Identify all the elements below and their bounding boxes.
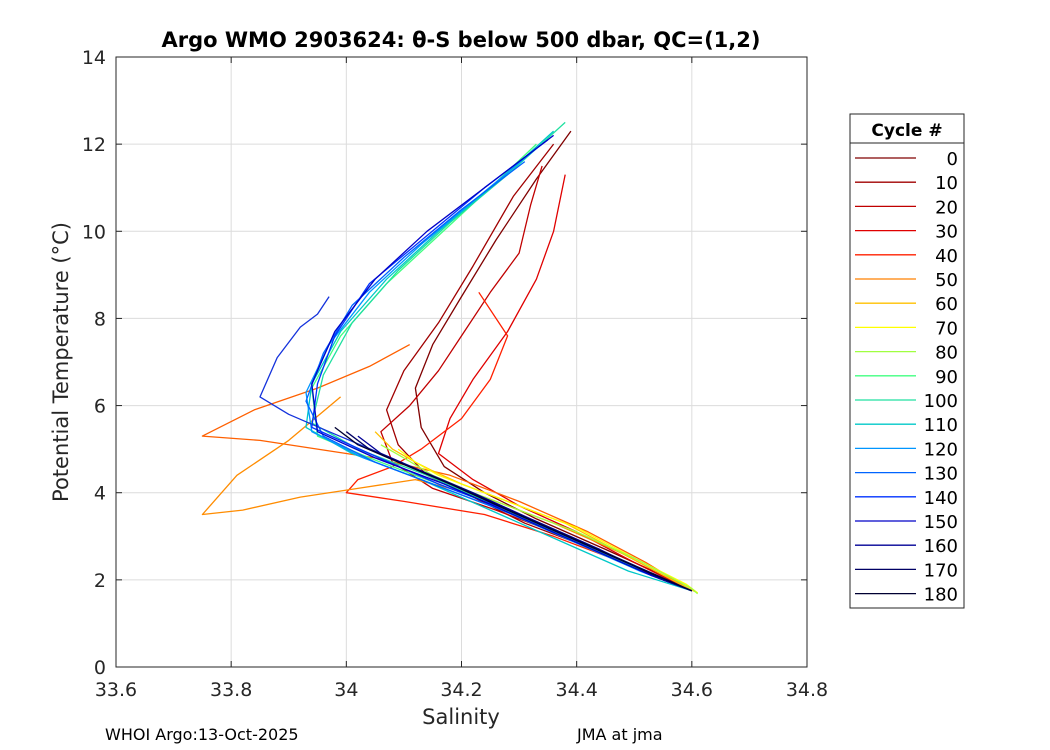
y-tick-label: 6 (94, 396, 106, 418)
series-line-cycle-70 (397, 448, 698, 594)
legend-label-140: 140 (924, 488, 958, 509)
legend-label-50: 50 (935, 270, 958, 291)
x-tick-label: 34.8 (786, 679, 828, 701)
legend-label-160: 160 (924, 536, 958, 557)
series-line-cycle-150 (311, 134, 693, 592)
legend-label-180: 180 (924, 585, 958, 606)
y-tick-label: 10 (82, 221, 106, 243)
legend-label-100: 100 (924, 391, 958, 412)
y-tick-label: 4 (94, 483, 106, 505)
legend-label-110: 110 (924, 415, 958, 436)
x-tick-label: 34.4 (556, 679, 598, 701)
series-line-cycle-110 (305, 130, 692, 592)
chart-title: Argo WMO 2903624: θ-S below 500 dbar, QC… (162, 28, 761, 52)
series-line-cycle-145 (259, 296, 451, 485)
series-line-cycle-55 (201, 396, 681, 585)
x-tick-label: 34 (334, 679, 358, 701)
legend-label-80: 80 (935, 343, 958, 364)
y-tick-label: 0 (94, 657, 106, 679)
legend-label-170: 170 (924, 560, 958, 581)
y-tick-label: 8 (94, 308, 106, 330)
legend-label-0: 0 (947, 149, 958, 170)
legend: Cycle # 0 10 20 30 40 50 60 70 80 90 100 110 120 130 1… (849, 113, 965, 609)
legend-label-120: 120 (924, 439, 958, 460)
footer-source: WHOI Argo:13-Oct-2025 (105, 725, 299, 744)
series-line-cycle-180 (334, 426, 693, 592)
series-line-cycle-0 (414, 130, 693, 592)
x-tick-label: 33.8 (210, 679, 252, 701)
legend-label-20: 20 (935, 197, 958, 218)
legend-label-130: 130 (924, 464, 958, 485)
y-tick-label: 14 (82, 47, 106, 69)
series-line-cycle-40 (345, 291, 693, 592)
legend-label-40: 40 (935, 246, 958, 267)
y-tick-label: 2 (94, 570, 106, 592)
x-tick-label: 34.2 (440, 679, 482, 701)
x-tick-label: 33.6 (95, 679, 137, 701)
legend-box (849, 113, 965, 609)
legend-label-60: 60 (935, 294, 958, 315)
y-axis-label: Potential Temperature (°C) (49, 222, 73, 502)
legend-label-150: 150 (924, 512, 958, 533)
legend-label-90: 90 (935, 367, 958, 388)
legend-label-30: 30 (935, 222, 958, 243)
legend-title: Cycle # (871, 121, 942, 141)
legend-label-10: 10 (935, 173, 958, 194)
x-axis-label: Salinity (422, 705, 500, 729)
series-line-cycle-80 (380, 444, 699, 595)
x-tick-label: 34.6 (671, 679, 713, 701)
y-tick-label: 12 (82, 134, 106, 156)
footer-credit: JMA at jma (577, 725, 663, 744)
legend-label-70: 70 (935, 318, 958, 339)
